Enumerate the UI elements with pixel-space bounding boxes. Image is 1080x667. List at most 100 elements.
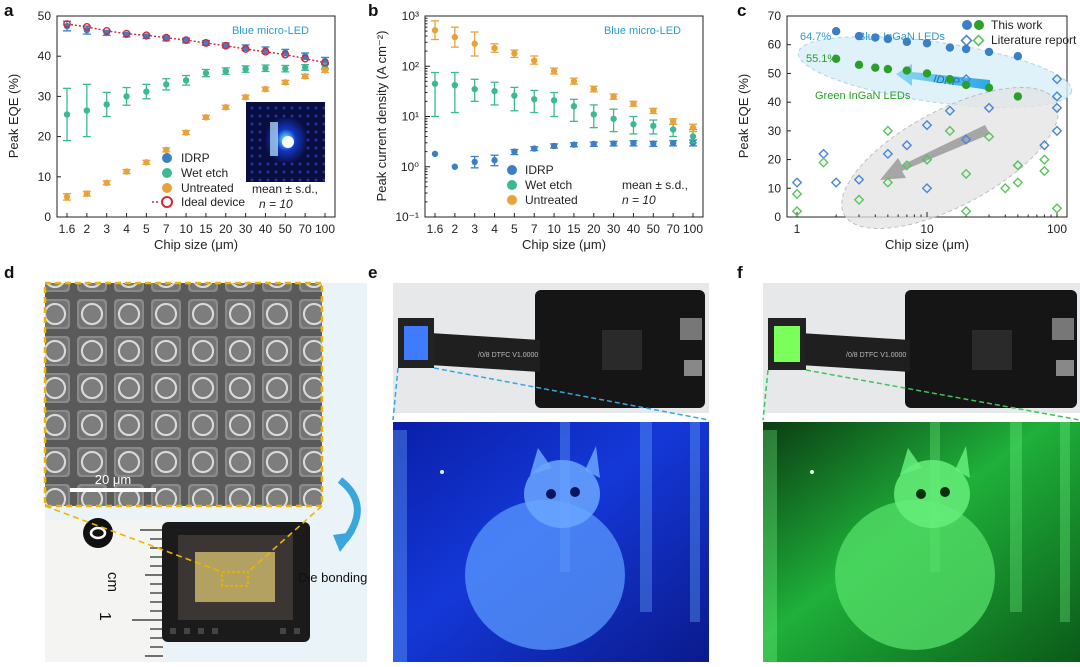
chart-a-point-wet-etch bbox=[222, 67, 229, 75]
legend-label-untreated-b: Untreated bbox=[525, 193, 578, 207]
chart-b-title: Blue micro-LED bbox=[604, 25, 681, 37]
chart-b-point-wet-etch bbox=[471, 85, 478, 93]
chart-a-xlabel: Chip size (μm) bbox=[154, 237, 238, 252]
chart-c-literature-region bbox=[841, 87, 1059, 229]
chip-active-area bbox=[195, 552, 275, 602]
chart-a-point-wet-etch bbox=[182, 77, 190, 84]
chart-a-point-ideal bbox=[301, 54, 310, 63]
panel-f-zoom-line-1 bbox=[762, 369, 769, 421]
chart-b-point-idrp bbox=[630, 139, 637, 147]
chart-b-xtick-label: 10 bbox=[547, 222, 561, 236]
chart-b-point-idrp bbox=[570, 141, 578, 148]
chart-a-point-ideal bbox=[281, 50, 290, 59]
chart-c-ytick-label: 70 bbox=[768, 9, 782, 23]
panel-f-speck bbox=[810, 470, 814, 474]
chart-b-point-untreated bbox=[451, 33, 459, 41]
chart-a-ytick-label: 0 bbox=[44, 210, 51, 224]
chart-b-point-wet-etch bbox=[610, 115, 617, 122]
panel-label-f: f bbox=[737, 263, 743, 282]
chart-b-xtick-label: 3 bbox=[471, 222, 478, 236]
chart-a-point-wet-etch bbox=[163, 81, 170, 88]
legend-label-idrp: IDRP bbox=[181, 151, 210, 165]
legend-label-untreated: Untreated bbox=[181, 181, 234, 195]
chart-b-xtick-label: 7 bbox=[531, 222, 538, 236]
chart-a-xtick-label: 10 bbox=[179, 222, 193, 236]
zoom-line-right bbox=[247, 505, 323, 573]
chart-c-point-literature-green bbox=[1000, 183, 1011, 194]
chart-b-point-wet-etch bbox=[689, 133, 697, 140]
chart-c-point-this-work-blue bbox=[945, 43, 955, 52]
chart-c-ytick-label: 50 bbox=[768, 66, 782, 80]
chart-b: Blue micro-LED IDRP Wet etch Untreated m… bbox=[374, 9, 704, 252]
chart-c-point-this-work-green bbox=[945, 74, 955, 84]
chart-a-point-untreated bbox=[202, 114, 210, 121]
chart-c-point-literature-blue bbox=[818, 148, 829, 160]
chart-a-xtick-label: 40 bbox=[259, 222, 273, 236]
chart-a-point-idrp bbox=[301, 53, 309, 60]
chart-a-point-untreated bbox=[282, 79, 289, 86]
chart-a-ylabel: Peak EQE (%) bbox=[6, 74, 21, 159]
chart-a-point-idrp bbox=[222, 42, 229, 49]
chart-c-xtick-label: 1 bbox=[794, 222, 801, 236]
chart-b-point-idrp bbox=[531, 145, 538, 152]
chart-c-blue-group: Blue InGaN LEDs bbox=[858, 31, 945, 43]
chart-a-ytick-label: 30 bbox=[38, 89, 52, 103]
chart-b-point-idrp bbox=[590, 140, 597, 148]
chart-b-xtick-label: 2 bbox=[452, 222, 459, 236]
chart-a-point-ideal bbox=[261, 47, 270, 56]
chart-b-point-untreated bbox=[610, 93, 617, 100]
chart-b-point-untreated bbox=[431, 27, 439, 34]
chart-a: Blue micro-LED IDRP Wet etch Untreated I… bbox=[6, 9, 336, 252]
legend-marker-ideal bbox=[161, 196, 173, 208]
chart-a-ytick-label: 40 bbox=[38, 49, 52, 63]
legend-marker-this-green bbox=[974, 20, 984, 30]
chart-b-point-untreated bbox=[511, 50, 518, 57]
chart-b-point-untreated bbox=[471, 40, 478, 47]
chart-b-point-untreated bbox=[531, 57, 538, 64]
chart-a-xtick-label: 4 bbox=[123, 222, 130, 236]
legend-n-a: n = 10 bbox=[259, 197, 293, 211]
panel-e-usb-2 bbox=[684, 360, 702, 376]
chart-c-point-this-work-green bbox=[883, 64, 893, 74]
panel-e-usb-1 bbox=[680, 318, 702, 340]
chart-b-point-idrp bbox=[431, 150, 439, 158]
ruler-zero-mark bbox=[89, 526, 107, 540]
chart-a-point-ideal bbox=[102, 26, 111, 35]
chart-c-point-this-work-green bbox=[831, 54, 841, 63]
panel-e-speck bbox=[440, 470, 444, 474]
legend-marker-idrp bbox=[162, 153, 172, 163]
chart-c-point-literature-green bbox=[983, 131, 995, 142]
chart-a-legend: IDRP Wet etch Untreated Ideal device mea… bbox=[152, 151, 318, 211]
panel-e-flex-cable bbox=[430, 333, 540, 372]
chart-a-point-wet-etch bbox=[63, 111, 71, 118]
chart-c-green-peak: 55.1% bbox=[806, 53, 837, 65]
chart-c-point-literature-green bbox=[791, 188, 803, 200]
zoom-line-left bbox=[44, 505, 223, 573]
chart-a-point-idrp bbox=[282, 49, 289, 56]
sem-scale-label: 20 μm bbox=[95, 472, 131, 487]
chart-a-point-wet-etch bbox=[123, 93, 130, 100]
chart-c: IDRP 64.7% 55.1% Blue InGaN LEDs Green I… bbox=[736, 9, 1077, 252]
chart-b-ytick-label: 10³ bbox=[402, 9, 419, 23]
chart-c-point-this-work-blue bbox=[883, 34, 893, 44]
chart-b-point-untreated bbox=[630, 100, 637, 107]
panel-f-usb-2 bbox=[1056, 360, 1074, 376]
chart-a-xtick-label: 7 bbox=[163, 222, 170, 236]
chart-b-point-untreated bbox=[570, 78, 578, 85]
chart-c-point-this-work-blue bbox=[922, 39, 932, 48]
chart-a-point-ideal bbox=[321, 58, 329, 67]
panel-e-ic bbox=[602, 330, 642, 370]
chart-b-xtick-label: 5 bbox=[511, 222, 518, 236]
chip-zoom-box bbox=[221, 571, 249, 587]
chart-b-point-untreated bbox=[689, 124, 697, 131]
chart-c-point-literature-blue bbox=[791, 177, 803, 188]
chart-c-point-literature-green bbox=[1039, 165, 1050, 177]
chart-b-point-wet-etch bbox=[550, 97, 558, 104]
panel-f-zoom-line-2 bbox=[805, 369, 1080, 421]
chart-a-point-untreated bbox=[222, 104, 229, 111]
legend-n-b: n = 10 bbox=[622, 193, 656, 207]
chart-c-point-literature-green bbox=[960, 206, 972, 217]
chart-c-point-this-work-green bbox=[854, 60, 864, 70]
chart-c-point-this-work-green bbox=[961, 80, 971, 90]
